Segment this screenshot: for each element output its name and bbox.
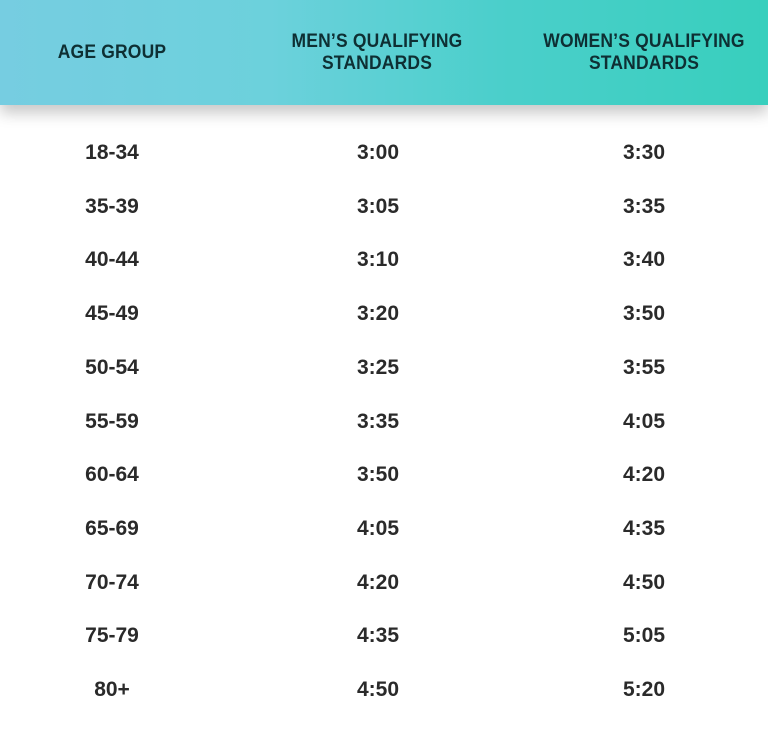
table-row: 70-74 4:20 4:50 [0, 563, 768, 603]
mens-time-cell: 3:05 [356, 194, 400, 218]
age-group-cell: 75-79 [85, 624, 139, 648]
mens-time-cell: 3:20 [356, 302, 400, 326]
table-row: 75-79 4:35 5:05 [0, 616, 768, 656]
age-group-cell: 80+ [94, 678, 130, 701]
womens-time-cell: 3:55 [622, 355, 666, 379]
age-group-cell: 65-69 [85, 516, 139, 540]
womens-time-cell: 3:50 [622, 302, 666, 326]
mens-time-cell: 3:50 [356, 463, 400, 487]
header-age-group: AGE GROUP [57, 41, 167, 63]
age-group-cell: 50-54 [85, 355, 139, 379]
age-group-cell: 35-39 [85, 194, 139, 218]
table-row: 50-54 3:25 3:55 [0, 348, 768, 388]
table-row: 18-34 3:00 3:30 [0, 133, 768, 173]
mens-time-cell: 4:35 [356, 624, 400, 648]
age-group-cell: 18-34 [85, 141, 139, 164]
womens-time-cell: 4:20 [622, 463, 666, 487]
table-row: 65-69 4:05 4:35 [0, 509, 768, 549]
mens-time-cell: 3:35 [356, 409, 400, 433]
mens-time-cell: 4:20 [356, 570, 400, 594]
table-header: AGE GROUP MEN’S QUALIFYING STANDARDS WOM… [0, 0, 768, 105]
womens-time-cell: 5:05 [622, 624, 666, 648]
age-group-cell: 45-49 [85, 302, 139, 326]
age-group-cell: 40-44 [85, 248, 139, 272]
table-row: 40-44 3:10 3:40 [0, 240, 768, 280]
mens-time-cell: 4:05 [356, 516, 400, 540]
mens-time-cell: 3:10 [356, 248, 400, 272]
table-row: 60-64 3:50 4:20 [0, 455, 768, 495]
mens-time-cell: 3:25 [356, 355, 400, 379]
table-row: 35-39 3:05 3:35 [0, 187, 768, 227]
table-row: 45-49 3:20 3:50 [0, 294, 768, 334]
age-group-cell: 60-64 [85, 463, 139, 487]
womens-time-cell: 4:35 [622, 516, 666, 540]
table-row: 80+ 4:50 5:20 [0, 670, 768, 710]
womens-time-cell: 5:20 [622, 678, 666, 701]
womens-time-cell: 4:50 [622, 570, 666, 594]
header-womens-standards: WOMEN’S QUALIFYING STANDARDS [543, 30, 745, 74]
table-row: 55-59 3:35 4:05 [0, 402, 768, 442]
womens-time-cell: 3:40 [622, 248, 666, 272]
womens-time-cell: 4:05 [622, 409, 666, 433]
womens-time-cell: 3:30 [622, 141, 666, 164]
age-group-cell: 55-59 [85, 409, 139, 433]
mens-time-cell: 3:00 [356, 141, 400, 164]
womens-time-cell: 3:35 [622, 194, 666, 218]
mens-time-cell: 4:50 [356, 678, 400, 701]
header-mens-standards: MEN’S QUALIFYING STANDARDS [291, 30, 463, 74]
age-group-cell: 70-74 [85, 570, 139, 594]
